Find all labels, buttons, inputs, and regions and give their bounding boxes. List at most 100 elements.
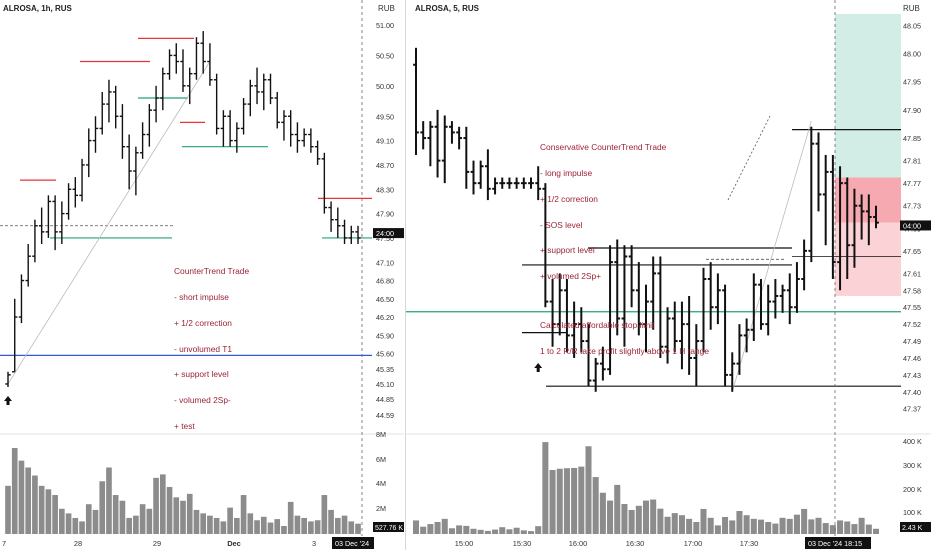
volume-bar [527,531,535,534]
volume-bar [693,521,700,534]
right-annotation-line: Calculated affordable stop limit [540,320,655,331]
volume-bar [412,520,420,534]
right-chart-title: ALROSA, 5, RUS [415,4,480,13]
ohlc-bar [301,128,307,147]
volume-bar [308,521,314,534]
y-tick-label: 46.80 [376,277,394,286]
ohlc-bar [671,301,678,353]
ohlc-bar [628,245,635,308]
volume-bar [173,497,180,534]
volume-bar [736,511,743,534]
volume-bar [321,495,328,534]
volume-bar [621,503,628,534]
ohlc-bar [180,49,186,92]
trend-guide-line [7,61,211,385]
date-tag-bg [332,537,374,549]
left-annotation-line: + support level [174,369,229,380]
ohlc-bar [844,177,851,280]
volume-bar [52,495,58,534]
volume-bar [45,489,52,534]
volume-bar [294,515,301,534]
ohlc-bar [635,262,642,336]
left-chart-panel[interactable]: ALROSA, 1h, RUS RUB 51.00 50.50 50.00 49.50… [0,0,405,550]
volume-bar [844,521,851,534]
volume-bar [477,529,484,534]
ohlc-bar [650,256,657,330]
right-annotation-line: Conservative CounterTrend Trade [540,142,667,153]
ohlc-bar [600,346,606,381]
ohlc-bar [664,307,671,364]
ohlc-bar [32,219,38,263]
right-chart-svg[interactable]: 48.05 48.00 47.95 47.90 47.85 47.81 47.77 47.73… [406,0,932,550]
right-annotation-line: - long impulse [540,167,593,178]
x-tick-label: 15:30 [513,539,532,548]
volume-tag-label: 527.76 K [375,525,403,532]
ohlc-bar [281,110,287,141]
y-tick-label: 47.50 [376,234,394,243]
volume-bar [571,467,578,534]
y-tick-label: 50.50 [376,51,394,60]
ohlc-bar [549,279,556,347]
ohlc-bar [743,318,750,353]
volume-bar [671,513,678,534]
ohlc-bar [485,149,491,201]
volume-bar [186,493,193,534]
volume-bar [729,520,736,534]
ohlc-bar [294,122,301,153]
ohlc-bar [227,110,233,147]
volume-bar [153,477,159,534]
ohlc-bar [765,284,772,336]
y-tick-label: 45.60 [376,350,394,359]
ohlc-bar [492,177,498,195]
volume-bar [607,500,614,534]
y-tick-label: 47.95 [903,78,921,87]
y-tick-label: 47.73 [903,202,921,211]
ohlc-bar [477,160,484,189]
ohlc-bar [456,126,462,150]
ohlc-bar [126,134,132,190]
right-annotation-line: + 1/2 correction [540,193,598,204]
ohlc-bar [213,73,220,135]
volume-bar [260,516,267,534]
volume-bar [463,525,470,534]
ohlc-bar [621,245,628,347]
ohlc-bar [247,79,253,117]
volume-bar [499,527,506,534]
ohlc-bar [72,177,78,208]
volume-bar [829,525,836,534]
ohlc-bar [166,49,173,80]
volume-bar [99,481,106,534]
price-tag-label: 24:00 [376,229,394,238]
y-tick-label: 48.00 [903,49,921,58]
x-tick-label: 15:00 [455,539,474,548]
volume-bar [207,515,213,534]
volume-bar [851,524,858,534]
volume-tick-label: 200 K [903,485,922,494]
left-chart-svg[interactable]: 51.00 50.50 50.00 49.50 49.10 48.70 48.30 47.90… [0,0,405,550]
ohlc-bar [520,177,527,189]
ohlc-bar [830,154,836,280]
y-tick-label: 47.52 [903,320,921,329]
volume-bar [865,524,872,534]
x-tick-label: 17:30 [740,539,759,548]
volume-bar [599,492,606,534]
ohlc-bar [341,219,348,245]
y-tick-label: 45.90 [376,331,394,340]
y-tick-label: 46.50 [376,295,394,304]
y-tick-label: 47.10 [376,258,394,267]
volume-bar [328,509,334,534]
ohlc-bar [234,122,240,153]
volume-bar [614,484,621,534]
right-chart-panel[interactable]: ALROSA, 5, RUS RUB 48.05 48.00 47.95 47.90 4… [406,0,932,550]
y-tick-label: 47.46 [903,354,921,363]
ohlc-bar [449,121,455,144]
volume-bar [592,477,599,534]
ohlc-bar [207,43,213,86]
y-tick-label: 47.61 [903,269,921,278]
volume-bar [139,504,146,534]
ohlc-bar [200,31,206,74]
volume-bar [678,515,685,534]
volume-tick-label: 4M [376,479,386,488]
volume-tick-label: 300 K [903,461,922,470]
volume-bar [822,523,829,534]
